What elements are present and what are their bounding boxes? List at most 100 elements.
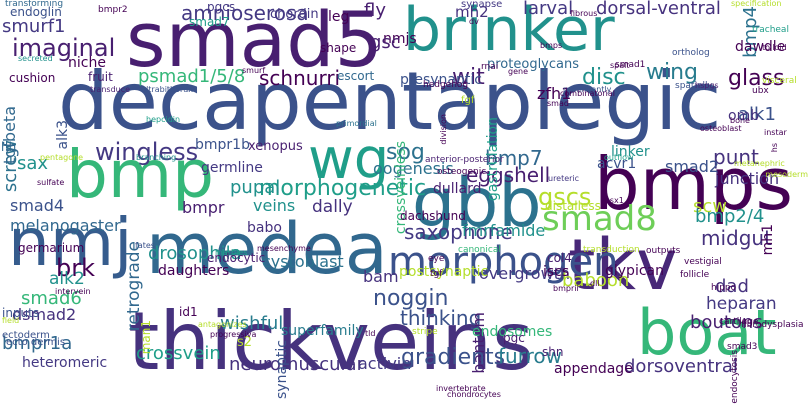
word-nmjs: nmjs [383, 31, 417, 47]
word-linker: linker [611, 144, 650, 160]
word-thickveins: thickveins [128, 295, 534, 388]
word-superfamily: superfamily [281, 323, 364, 339]
word-amnioserosa: amnioserosa [181, 1, 309, 25]
word-endosomes: endosomes [472, 324, 553, 340]
word-babo: babo [247, 220, 282, 236]
word-pgcs: pgcs [207, 0, 236, 14]
word-germarium: germarium [18, 241, 85, 255]
word-bmpr1b: bmpr1b [195, 137, 250, 153]
word-scw: scw [693, 196, 727, 217]
word-drosophila: drosophila [148, 243, 242, 264]
word-sog: sog [386, 140, 425, 165]
word-presynaptic: presynaptic [400, 72, 482, 88]
word-overgrowth: overgrowth [479, 264, 571, 283]
word-pgc: pgc [503, 331, 525, 345]
word-disc: disc [582, 65, 626, 90]
word-junction: junction [715, 169, 780, 188]
word-smad7: smad7 [189, 15, 230, 29]
word-boat: boat [637, 296, 777, 369]
word-smad1: smad1 [615, 60, 646, 70]
word-endocytosis: endocytosis [730, 350, 740, 404]
word-bone: bone [730, 116, 750, 125]
word-ubx: ubx [752, 86, 769, 96]
word-brk: brk [56, 254, 95, 282]
word-shn: shn [542, 345, 564, 359]
word-glass: glass [728, 66, 785, 91]
word-progressiva: progressiva [210, 330, 257, 339]
word-mh2: mh2 [455, 3, 489, 21]
word-noggin: noggin [373, 286, 449, 311]
word-field: field [2, 316, 20, 325]
word-pupal: pupal [230, 177, 281, 198]
word-boutons: boutons [690, 312, 763, 333]
word-daughters: daughters [158, 263, 230, 279]
word-intervein: intervein [55, 287, 91, 296]
word-alk1: alk1 [738, 104, 776, 125]
word-hedgehog: hedgehog [423, 80, 469, 90]
word-decapentaplegic: decapentaplegic [58, 55, 722, 148]
word-bmprii: bmprii [553, 284, 579, 293]
word-smad4: smad4 [10, 196, 65, 215]
word-heteromeric: heteromeric [22, 355, 108, 371]
word-medea: medea [146, 208, 388, 290]
word-wing: wing [646, 60, 699, 85]
word-niche: niche [68, 55, 106, 71]
word-stripe: stripe [412, 327, 438, 337]
word-endocytic: endocytic [207, 251, 266, 265]
word-smurf: smurf [242, 66, 266, 75]
word-ecto-dermis: ecto dermis [6, 337, 66, 348]
word-leg: leg [328, 9, 350, 25]
word-wingless: wingless [95, 138, 199, 166]
word-bmpr1a: bmpr1a [2, 333, 73, 354]
word-veins: veins [253, 196, 296, 215]
word-fibrodysplasia: fibrodysplasia [741, 320, 804, 330]
word-tolloid: tolloid [762, 43, 787, 52]
word-furrow: furrow [498, 344, 562, 368]
word-fibrous: fibrous [570, 9, 598, 18]
word-marbles: marbles [215, 248, 248, 257]
word-smad5: smad5 [126, 0, 383, 84]
word-fmrfamide: fmrfamide [462, 221, 546, 240]
word-eggshell: eggshell [466, 163, 551, 187]
word-smad2: smad2 [665, 157, 720, 176]
word-vestigial: vestigial [684, 257, 722, 267]
word-mesoderm: mesoderm [765, 170, 808, 179]
word-gene: gene [508, 67, 528, 76]
word-chordin: chordin [270, 7, 319, 22]
word-tkv: tkv [568, 224, 678, 306]
word-ectoderm: ectoderm [2, 330, 50, 341]
word-bmps: bmps [540, 41, 563, 50]
word-s2: s2 [237, 335, 253, 350]
word-acvr1: acvr1 [597, 156, 637, 172]
word-schnurri: schnurri [259, 66, 341, 90]
word-spatially: spatially [675, 81, 713, 91]
word-bmpr2: bmpr2 [98, 5, 128, 15]
word-tld: tld [365, 329, 376, 338]
word-secreted: secreted [18, 54, 53, 63]
word-spalt: spalt [610, 61, 630, 70]
word-chondrocytes: chondrocytes [447, 390, 501, 399]
word-invertebrate: invertebrate [436, 384, 486, 393]
word-man1: man1 [139, 320, 153, 355]
word-transforming: transforming [5, 0, 64, 9]
word-dorsal-ventral: dorsal-ventral [596, 0, 721, 19]
word-germline: germline [201, 160, 263, 176]
word-visceral: visceral [762, 76, 797, 86]
word-metanephric: metanephric [734, 159, 785, 168]
word-gbb: gbb [412, 164, 542, 243]
word-synaptic: synaptic [274, 340, 290, 399]
word-smad8: smad8 [542, 199, 657, 239]
word-thinking: thinking [400, 306, 482, 330]
word-gsc: gsc [370, 32, 401, 53]
word-col4: col4 [547, 251, 572, 265]
word-mesenchyme: mesenchyme [257, 244, 311, 253]
word-pentagone: pentagone [40, 153, 84, 162]
word-hs: hs [770, 143, 779, 153]
word-wit: wit [452, 65, 485, 90]
word-activin: activin [358, 354, 412, 373]
word-dorsoventral: dorsoventral [624, 356, 738, 377]
word-dll: dll [590, 279, 600, 288]
word-distalless: distalless [545, 199, 601, 213]
word-specification: specification [731, 0, 782, 8]
word-proteoglycans: proteoglycans [487, 57, 579, 72]
